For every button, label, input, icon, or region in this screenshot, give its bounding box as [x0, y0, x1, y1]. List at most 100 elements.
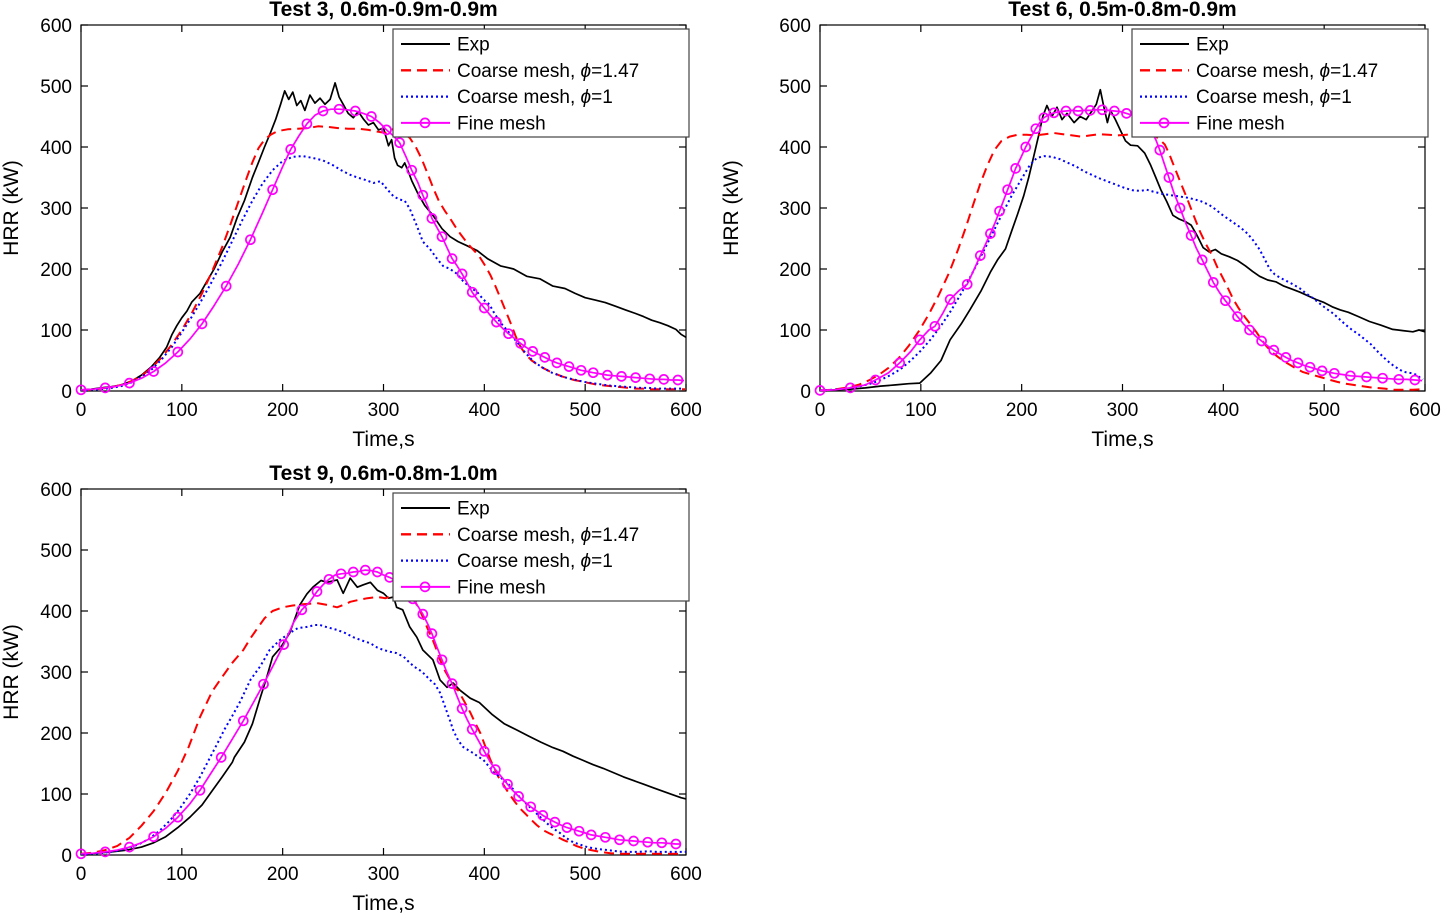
x-tick-label: 400: [468, 400, 500, 421]
x-tick-label: 100: [905, 400, 937, 421]
y-tick-label: 0: [61, 382, 72, 403]
x-tick-label: 0: [815, 400, 826, 421]
legend-label-coarse_phi1: Coarse mesh, ϕ=1: [457, 87, 613, 108]
series-marker-fine: [1393, 374, 1405, 385]
y-tick-label: 600: [779, 16, 811, 37]
y-tick-label: 400: [40, 602, 72, 623]
series-marker-fine: [349, 105, 361, 117]
subplot-test-9: Test 9, 0.6m-0.8m-1.0m 0 100 200 300 400 500 60…: [0, 458, 720, 916]
y-tick-label: 500: [40, 541, 72, 562]
legend-label-fine: Fine mesh: [457, 577, 546, 598]
y-tick-label: 100: [40, 321, 72, 342]
series-marker-fine: [1345, 370, 1356, 382]
series-marker-fine: [644, 373, 656, 385]
series-marker-fine: [311, 586, 323, 597]
series-line-coarse_phi147: [819, 130, 1424, 392]
x-tick-label: 300: [368, 400, 400, 421]
series-marker-fine: [278, 639, 290, 650]
series-marker-fine: [436, 231, 448, 243]
series-marker-fine: [1030, 123, 1042, 135]
series-marker-fine: [99, 846, 111, 858]
series-marker-fine: [1316, 365, 1328, 377]
series-marker-fine: [961, 278, 973, 290]
series-marker-fine: [75, 848, 87, 860]
legend-label-coarse_phi1: Coarse mesh, ϕ=1: [1196, 87, 1352, 108]
series-marker-fine: [573, 825, 585, 837]
series-marker-fine: [456, 268, 468, 280]
series-marker-fine: [172, 346, 184, 358]
series-marker-fine: [1196, 254, 1208, 266]
series-marker-fine: [426, 213, 438, 224]
y-tick-label: 300: [40, 663, 72, 684]
series-marker-fine: [124, 841, 135, 853]
series-marker-fine: [1304, 361, 1316, 373]
series-marker-fine: [974, 250, 986, 261]
x-tick-label: 400: [468, 864, 500, 885]
series-marker-fine: [417, 608, 429, 620]
series-marker-fine: [585, 829, 597, 841]
x-axis-label: Time,s: [352, 892, 414, 915]
y-tick-label: 100: [779, 321, 811, 342]
series-marker-fine: [561, 822, 573, 833]
series-marker-fine: [1002, 184, 1013, 196]
subplot-test-3: Test 3, 0.6m-0.9m-0.9m 0 100 200 300 400 500 60…: [0, 0, 720, 458]
y-tick-label: 500: [40, 77, 72, 98]
legend-box: [1131, 28, 1429, 138]
x-tick-label: 0: [76, 400, 87, 421]
x-tick-label: 300: [1107, 400, 1139, 421]
series-marker-fine: [1038, 112, 1050, 124]
series-marker-fine: [630, 372, 641, 383]
series-marker-fine: [285, 144, 297, 155]
series-marker-fine: [258, 678, 269, 690]
series-marker-fine: [527, 346, 539, 357]
chart-title: Test 3, 0.6m-0.9m-0.9m: [269, 0, 497, 21]
legend-label-exp: Exp: [1196, 35, 1229, 56]
series-marker-fine: [446, 678, 458, 689]
legend-label-coarse_phi147: Coarse mesh, ϕ=1.47: [457, 61, 639, 82]
x-tick-label: 300: [368, 864, 400, 885]
y-tick-label: 400: [779, 138, 811, 159]
series-marker-fine: [478, 302, 490, 314]
series-marker-fine: [267, 184, 278, 196]
series-marker-fine: [515, 338, 526, 349]
chart-canvas: Test 6, 0.5m-0.8m-0.9m 0 100 200 300 400 500 60…: [720, 0, 1441, 451]
legend-label-fine: Fine mesh: [1196, 113, 1285, 134]
series-marker-fine: [1328, 367, 1340, 379]
series-marker-fine: [99, 382, 111, 394]
series-marker-fine: [602, 369, 613, 381]
legend-marker-fine: [1158, 117, 1170, 129]
series-marker-fine: [537, 810, 549, 821]
series-marker-fine: [549, 816, 561, 828]
series-marker-fine: [616, 371, 627, 382]
series-line-exp: [80, 577, 687, 855]
series-marker-fine: [672, 374, 684, 386]
series-marker-fine: [994, 205, 1005, 217]
series-marker-fine: [1280, 352, 1292, 363]
series-marker-fine: [491, 316, 502, 328]
series-line-exp: [80, 82, 687, 391]
chart-canvas: Test 3, 0.6m-0.9m-0.9m 0 100 200 300 400 500 60…: [0, 0, 702, 451]
legend-label-exp: Exp: [457, 499, 490, 520]
y-tick-label: 600: [40, 480, 72, 501]
legend-box: [392, 492, 690, 602]
series-marker-fine: [929, 320, 941, 332]
series-marker-fine: [1154, 144, 1166, 156]
y-tick-label: 200: [40, 724, 72, 745]
series-marker-fine: [1377, 372, 1388, 384]
series-marker-fine: [539, 352, 551, 363]
series-marker-fine: [513, 791, 524, 802]
y-tick-label: 200: [779, 260, 811, 281]
series-marker-fine: [245, 234, 256, 246]
series-marker-fine: [525, 801, 537, 813]
series-marker-fine: [124, 377, 135, 389]
series-line-coarse_phi1: [819, 155, 1424, 392]
series-marker-fine: [1244, 324, 1255, 336]
series-marker-fine: [1010, 163, 1021, 174]
series-marker-fine: [148, 831, 159, 843]
legend-marker-fine: [419, 581, 431, 593]
y-tick-label: 300: [779, 199, 811, 220]
series-line-coarse_phi1: [80, 155, 681, 392]
series-marker-fine: [75, 384, 87, 396]
series-marker-fine: [1084, 105, 1096, 116]
x-tick-label: 600: [670, 400, 702, 421]
